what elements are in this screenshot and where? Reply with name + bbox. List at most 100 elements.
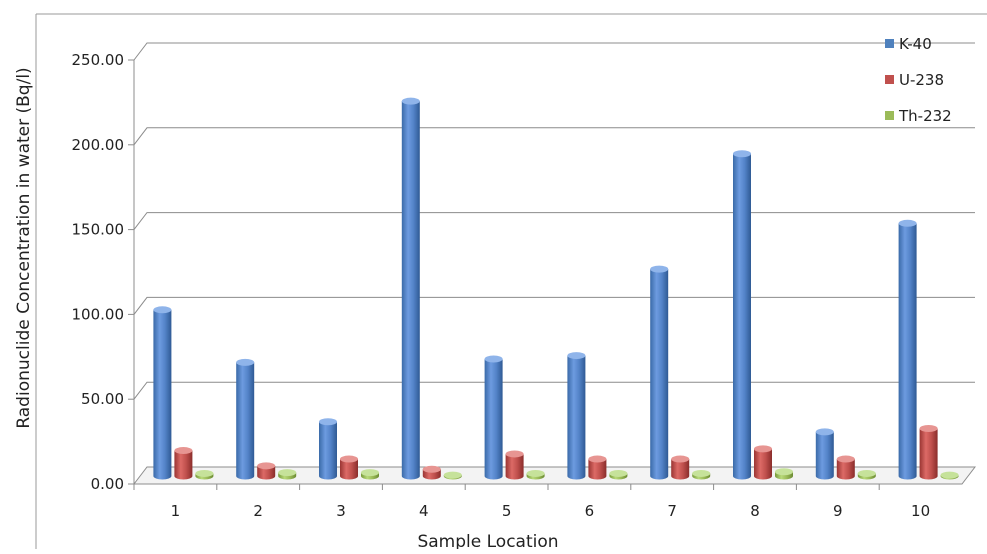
legend-label: U-238: [899, 71, 944, 89]
bar-u-238-8: [754, 445, 772, 480]
bar-th-232-7: [692, 469, 711, 480]
gridline: [133, 296, 975, 315]
y-tick-label: 50.00: [81, 390, 124, 408]
x-tick-label: 10: [911, 502, 930, 520]
bar-body: [671, 459, 690, 480]
bar-body: [919, 428, 938, 480]
y-tick-label: 200.00: [72, 136, 125, 154]
bar-cap: [278, 469, 297, 477]
bar-cap: [588, 455, 607, 463]
bar-cap: [898, 219, 917, 227]
bar-u-238-10: [919, 425, 938, 480]
y-tick-label: 100.00: [72, 305, 125, 323]
x-tick-label: 3: [336, 502, 346, 520]
bar-body: [815, 431, 834, 480]
y-tick-label: 0.00: [91, 475, 124, 493]
bar-body: [733, 153, 751, 480]
bar-cap: [775, 468, 793, 476]
bar-cap: [836, 455, 855, 463]
legend-label: K-40: [899, 35, 932, 53]
x-tick-label: 6: [585, 502, 595, 520]
bar-cap: [401, 97, 420, 105]
legend-swatch: [885, 75, 894, 84]
bar-u-238-7: [671, 455, 690, 480]
bar-cap: [422, 465, 441, 473]
plot-back-wall: [147, 43, 975, 467]
bar-k-40-5: [484, 355, 503, 480]
bar-cap: [361, 469, 379, 477]
bar-body: [484, 358, 503, 480]
gridline: [133, 381, 975, 400]
legend-swatch: [885, 39, 894, 48]
bar-th-232-6: [609, 469, 628, 480]
gridline: [133, 212, 975, 230]
bar-cap: [857, 469, 876, 477]
bar-th-232-8: [775, 468, 793, 480]
bar-th-232-9: [857, 469, 876, 480]
bar-body: [505, 453, 524, 480]
bar-k-40-7: [650, 265, 669, 480]
bar-cap: [919, 425, 938, 433]
bar-cap: [650, 265, 669, 273]
x-tick-label: 1: [171, 502, 181, 520]
bar-k-40-1: [153, 306, 172, 480]
bar-cap: [692, 469, 711, 477]
bar-body: [319, 421, 337, 480]
bar-cap: [443, 471, 462, 479]
x-tick-label: 2: [253, 502, 263, 520]
bar-u-238-3: [340, 455, 358, 480]
bar-u-238-9: [836, 455, 855, 480]
legend-label: Th-232: [898, 107, 952, 125]
x-tick-label: 8: [750, 502, 760, 520]
bar-body: [650, 269, 669, 480]
bar-th-232-2: [278, 469, 297, 480]
bar-k-40-9: [815, 428, 834, 480]
bar-cap: [733, 150, 751, 158]
bar-k-40-2: [236, 358, 255, 480]
x-tick-label: 5: [502, 502, 512, 520]
bar-th-232-3: [361, 469, 379, 480]
bar-body: [401, 101, 420, 480]
bar-cap: [754, 445, 772, 453]
bar-body: [567, 355, 586, 480]
bar-body: [898, 223, 917, 480]
bar-cap: [609, 469, 628, 477]
bar-k-40-3: [319, 418, 337, 480]
bar-cap: [174, 447, 193, 455]
bar-cap: [153, 306, 172, 314]
bar-th-232-4: [443, 471, 462, 480]
x-tick-label: 7: [667, 502, 677, 520]
x-axis-title: Sample Location: [417, 532, 558, 549]
y-tick-label: 150.00: [72, 221, 125, 239]
bar-body: [588, 459, 607, 480]
bar-k-40-8: [733, 150, 751, 480]
legend-swatch: [885, 111, 894, 120]
bar-cap: [815, 428, 834, 436]
bar-cap: [340, 455, 358, 463]
bar-u-238-2: [257, 462, 276, 480]
bar-u-238-6: [588, 455, 607, 480]
bar-cap: [526, 469, 545, 477]
bar-body: [836, 459, 855, 480]
x-tick-label: 9: [833, 502, 843, 520]
bar-cap: [940, 471, 959, 479]
gridline: [133, 127, 975, 146]
y-axis-title: Radionuclide Concentration in water (Bq/…: [14, 67, 34, 428]
bar-u-238-4: [422, 465, 441, 480]
bar-body: [174, 450, 193, 480]
bar-cap: [319, 418, 337, 426]
bar-body: [153, 309, 172, 480]
bar-u-238-1: [174, 447, 193, 480]
bar-u-238-5: [505, 450, 524, 480]
bar-cap: [236, 358, 255, 366]
y-tick-label: 250.00: [72, 51, 125, 69]
bar-cap: [671, 455, 690, 463]
bar-k-40-6: [567, 352, 586, 480]
bar-cap: [195, 469, 214, 477]
bar-cap: [484, 355, 503, 363]
bar-cap: [505, 450, 524, 458]
legend: K-40 U-238 Th-232: [885, 35, 952, 125]
bar-k-40-4: [401, 97, 420, 480]
